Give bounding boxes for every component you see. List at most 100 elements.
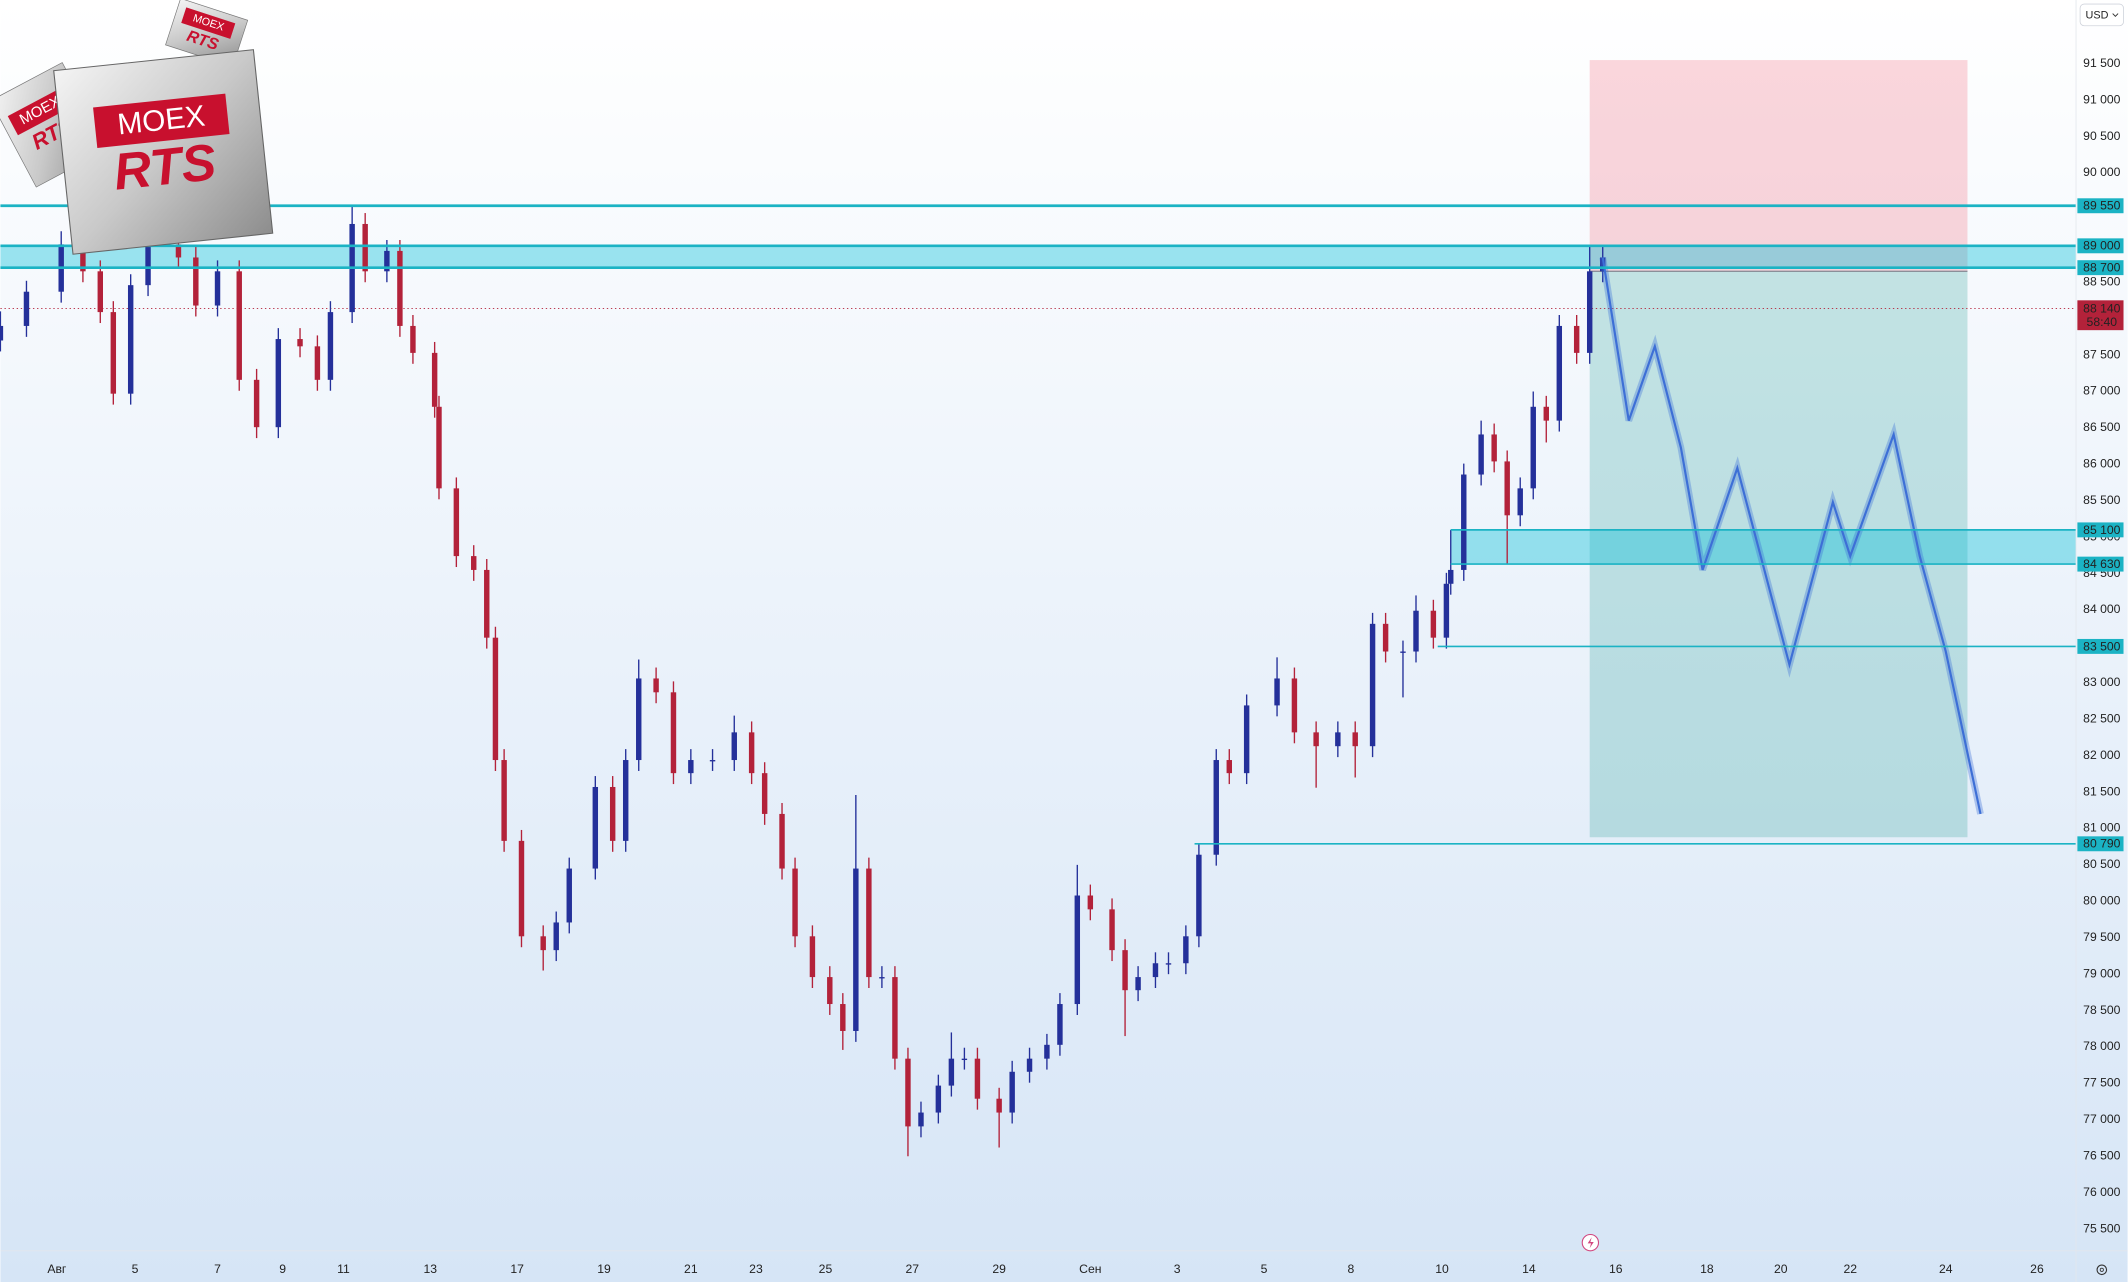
candle-body (518, 840, 525, 937)
level-label-box (2077, 260, 2124, 276)
candle-body (1600, 257, 1606, 272)
candle-body (431, 352, 438, 407)
candle-body (1335, 732, 1341, 747)
position-target-zone (1589, 271, 1968, 838)
level-label-box (2077, 556, 2124, 572)
y-tick-label: 82 500 (2083, 711, 2120, 725)
currency-selector[interactable]: USD (2079, 3, 2124, 27)
candle-body (1196, 854, 1202, 937)
currency-label[interactable]: USD (2086, 9, 2109, 21)
candle-body (501, 760, 507, 841)
candle-body (1504, 461, 1510, 516)
level-label: 89 550 (2083, 199, 2120, 213)
candle-body (1243, 705, 1250, 774)
level-label: 80 790 (2083, 837, 2120, 851)
y-tick-label: 88 500 (2083, 274, 2120, 288)
currency-button[interactable] (2079, 3, 2124, 27)
candle-body (1044, 1044, 1050, 1059)
plot-area (0, 60, 2077, 1157)
candle-body (253, 379, 260, 428)
candle-body (879, 977, 885, 979)
logo-large: MOEX RTS (53, 49, 274, 255)
y-tick-label: 91 500 (2083, 56, 2120, 70)
candle-body (175, 244, 182, 258)
last-price-label: 88 140 (2083, 301, 2120, 315)
candle-body (1491, 434, 1497, 462)
logo-bottom: RTS (111, 132, 219, 200)
candle-body (453, 488, 460, 557)
projection-path (1601, 257, 1982, 815)
candle-body (1448, 569, 1454, 584)
y-tick-label: 87 500 (2083, 347, 2120, 361)
y-tick-label: 75 500 (2083, 1221, 2120, 1235)
candle-body (1352, 732, 1358, 747)
candle-body (592, 786, 599, 869)
y-tick-label: 85 500 (2083, 493, 2120, 507)
candle-body (471, 556, 477, 570)
candle-body (1087, 895, 1094, 910)
y-tick-label: 80 000 (2083, 894, 2120, 908)
x-tick-label: 14 (1522, 1262, 1536, 1276)
level-label: 85 100 (2083, 523, 2120, 537)
candle-body (384, 250, 390, 272)
gear-ring[interactable] (2096, 1264, 2108, 1276)
candle-body (1009, 1071, 1015, 1113)
y-tick-label: 78 500 (2083, 1003, 2120, 1017)
candle-body (110, 312, 117, 394)
candle-body (840, 1004, 846, 1031)
settings-icon[interactable] (2096, 1264, 2108, 1276)
event-bolt (1587, 1237, 1594, 1249)
candle-body (1313, 732, 1319, 747)
candle-body (1074, 895, 1081, 1005)
y-tick-label: 76 500 (2083, 1148, 2120, 1162)
level-label: 89 000 (2083, 239, 2120, 253)
x-tick-label: 27 (906, 1262, 920, 1276)
candle-body (553, 922, 559, 951)
x-tick-label: Сен (1079, 1262, 1101, 1276)
x-tick-label: 26 (2030, 1262, 2044, 1276)
candle-body (1213, 760, 1219, 855)
candle-body (1556, 325, 1563, 421)
event-icon[interactable] (1581, 1233, 1600, 1252)
candle-body (1165, 963, 1172, 965)
candle-body (1109, 909, 1115, 951)
x-tick-label: 19 (597, 1262, 611, 1276)
candle-body (996, 1098, 1002, 1113)
candle-body (892, 977, 898, 1059)
candle-body (410, 325, 416, 353)
candle-body (193, 257, 199, 306)
x-tick-label: 7 (214, 1262, 221, 1276)
y-tick-label: 81 500 (2083, 784, 2120, 798)
candle-body (779, 813, 785, 869)
x-tick-label: 9 (279, 1262, 286, 1276)
y-tick-label: 90 500 (2083, 129, 2120, 143)
candle-body (1443, 583, 1450, 638)
candle-body (948, 1058, 955, 1086)
candle-body (827, 977, 833, 1005)
candle-body (1530, 406, 1536, 489)
candle-body (0, 325, 4, 341)
candle-body (566, 868, 572, 923)
candle-body (1400, 651, 1406, 653)
candle-body (866, 868, 872, 978)
candle-body (127, 285, 134, 394)
dropdown-arrow (2112, 13, 2119, 17)
candle-body (1183, 936, 1189, 964)
candle-body (327, 312, 334, 380)
level-label-box (2077, 522, 2124, 538)
candle-body (314, 346, 321, 380)
y-tick-label: 77 000 (2083, 1112, 2120, 1126)
x-tick-label: 10 (1435, 1262, 1449, 1276)
candle-body (236, 271, 242, 380)
x-tick-label: 11 (337, 1262, 350, 1276)
candle-body (275, 339, 282, 428)
candle-body (1026, 1058, 1033, 1072)
gear-hub (2099, 1267, 2104, 1272)
candle-body (1461, 474, 1467, 570)
level-label-box (2077, 238, 2124, 254)
candle-body (935, 1085, 942, 1113)
position-stop-zone (1589, 60, 1968, 272)
candle-body (653, 678, 659, 693)
